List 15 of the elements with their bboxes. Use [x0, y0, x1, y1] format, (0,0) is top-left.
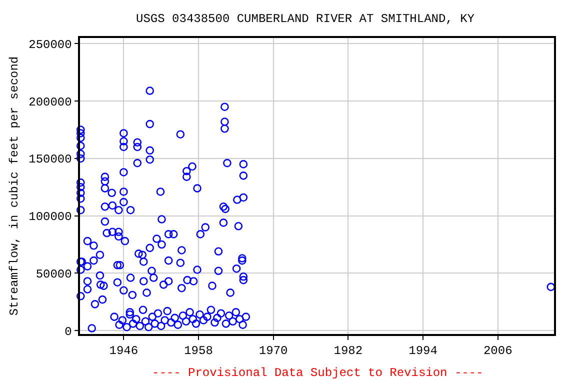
chart-title: USGS 03438500 CUMBERLAND RIVER AT SMITHLAND, KY: [136, 12, 475, 26]
text: ---- Provisional Data Subject to Revision ----: [152, 366, 484, 380]
y-tick-label: 150000: [28, 152, 72, 167]
y-tick-label: 50000: [36, 267, 72, 282]
x-tick-label: 1982: [334, 344, 363, 358]
y-tick-label: 200000: [28, 95, 72, 110]
x-tick-label: 1970: [258, 344, 288, 358]
y-axis-title: Streamflow, in cubic feet per second: [7, 56, 22, 316]
x-tick-label: 2006: [483, 344, 512, 358]
y-tick-label: 0: [64, 324, 72, 339]
y-tick-label: 250000: [28, 38, 72, 52]
x-tick-label: 1958: [184, 344, 213, 358]
x-tick-label: 1946: [109, 344, 138, 358]
x-tick-label: 1994: [408, 344, 438, 358]
y-tick-label: 100000: [28, 210, 72, 224]
